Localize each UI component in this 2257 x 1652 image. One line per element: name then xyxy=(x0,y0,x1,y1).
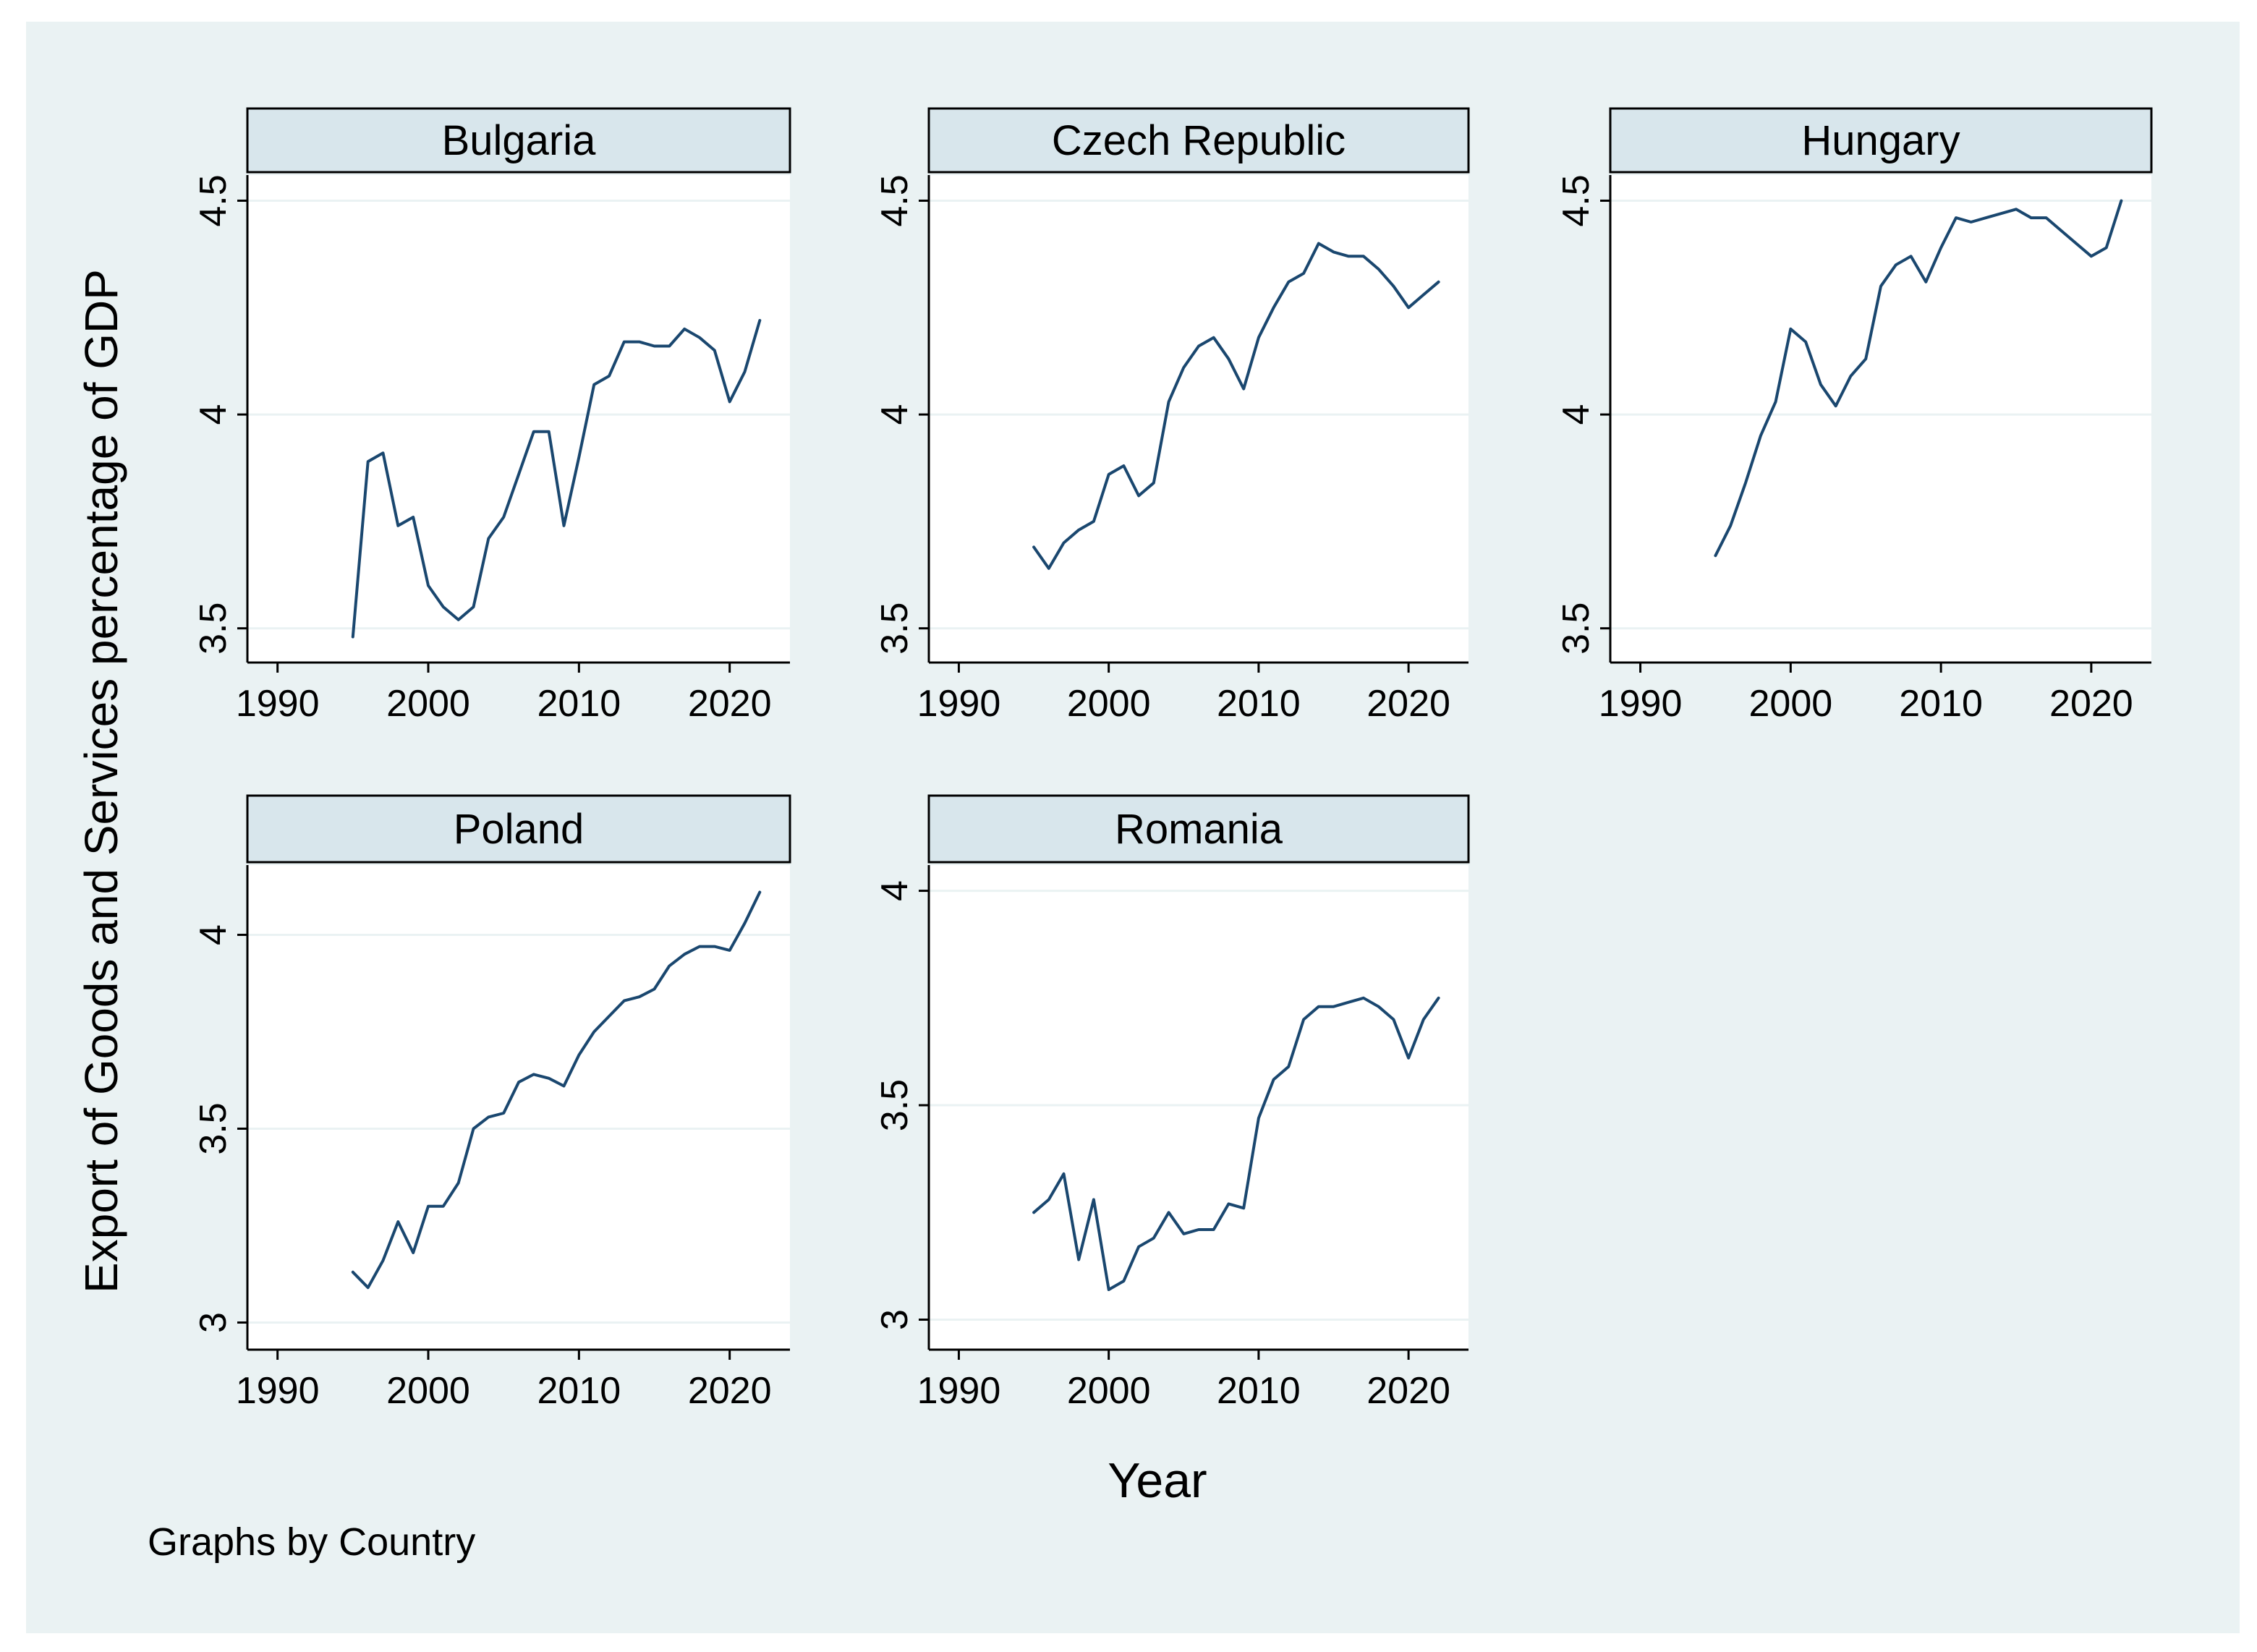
y-tick-label: 4.5 xyxy=(874,174,916,226)
x-tick-label: 2010 xyxy=(537,1370,621,1412)
x-tick-label: 1990 xyxy=(1599,683,1683,725)
series-line-czech-republic xyxy=(1032,242,1440,570)
plot-area xyxy=(247,865,790,1350)
x-tick-label: 2000 xyxy=(386,683,470,725)
series-line-poland xyxy=(351,890,762,1290)
panel-title-strip xyxy=(246,107,791,174)
panel-title-strip xyxy=(927,794,1470,864)
x-tick-label: 2000 xyxy=(386,1370,470,1412)
x-tick-label: 2010 xyxy=(1899,683,1983,725)
x-axis-title: Year xyxy=(1108,1453,1207,1508)
plot-area xyxy=(929,865,1468,1350)
y-axis-title: Export of Goods and Services percentage … xyxy=(75,269,127,1293)
plot-area xyxy=(247,175,790,663)
panel-czech-republic: Czech Republic 3.5 4 4.5 1990 2000 2010 2020 xyxy=(874,107,1470,725)
x-tick-label: 1990 xyxy=(236,683,320,725)
series-line-hungary xyxy=(1714,199,2123,558)
panel-bulgaria: Bulgaria 3.5 4 4.5 1990 2000 2010 2020 xyxy=(192,107,791,725)
plot-area xyxy=(1610,175,2151,663)
x-tick-label: 2020 xyxy=(688,683,772,725)
plot-area xyxy=(929,175,1468,663)
panel-romania: Romania 3 3.5 4 1990 2000 2010 2020 xyxy=(874,794,1470,1412)
x-tick-label: 1990 xyxy=(236,1370,320,1412)
y-tick-label: 3 xyxy=(192,1312,234,1333)
x-tick-label: 2020 xyxy=(688,1370,772,1412)
graphs-by-note: Graphs by Country xyxy=(148,1520,475,1564)
panel-hungary: Hungary 3.5 4 4.5 1990 2000 2010 2020 xyxy=(1555,107,2153,725)
panel-title: Bulgaria xyxy=(442,117,597,164)
x-tick-label: 2000 xyxy=(1748,683,1832,725)
x-tick-label: 2020 xyxy=(1366,1370,1450,1412)
x-tick-label: 2020 xyxy=(1366,683,1450,725)
y-tick-label: 3.5 xyxy=(192,603,234,655)
panel-title-strip xyxy=(1609,107,2153,174)
series-line-romania xyxy=(1032,996,1440,1291)
panel-title: Romania xyxy=(1115,806,1283,853)
y-tick-label: 3.5 xyxy=(874,603,916,655)
y-tick-label: 3 xyxy=(874,1309,916,1330)
y-tick-label: 4.5 xyxy=(1555,174,1597,226)
x-tick-label: 1990 xyxy=(917,683,1001,725)
x-tick-label: 1990 xyxy=(917,1370,1001,1412)
y-tick-label: 4 xyxy=(192,924,234,945)
series-line-bulgaria xyxy=(351,319,762,639)
y-tick-label: 4 xyxy=(874,404,916,425)
y-tick-label: 4 xyxy=(874,880,916,901)
panel-title: Poland xyxy=(454,806,585,853)
y-tick-label: 4 xyxy=(192,404,234,425)
panel-poland: Poland 3 3.5 4 1990 2000 2010 2020 xyxy=(192,794,791,1412)
x-tick-label: 2010 xyxy=(1217,1370,1301,1412)
x-tick-label: 2000 xyxy=(1067,683,1151,725)
x-tick-label: 2010 xyxy=(1217,683,1301,725)
y-tick-label: 3.5 xyxy=(1555,603,1597,655)
panel-title-strip xyxy=(246,794,791,864)
panel-title: Czech Republic xyxy=(1052,117,1346,164)
y-tick-label: 4.5 xyxy=(192,174,234,226)
x-tick-label: 2000 xyxy=(1067,1370,1151,1412)
x-tick-label: 2010 xyxy=(537,683,621,725)
y-tick-label: 3.5 xyxy=(874,1079,916,1131)
y-tick-label: 4 xyxy=(1555,404,1597,425)
x-tick-label: 2020 xyxy=(2049,683,2133,725)
panel-title: Hungary xyxy=(1801,117,1960,164)
y-tick-label: 3.5 xyxy=(192,1102,234,1154)
panel-title-strip xyxy=(927,107,1470,174)
